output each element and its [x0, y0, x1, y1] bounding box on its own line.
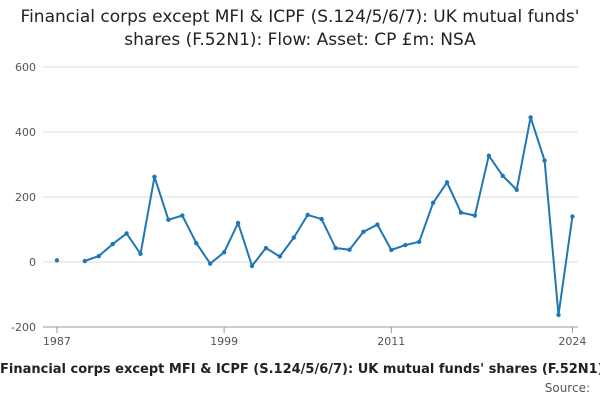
data-point-2001 — [249, 263, 255, 269]
grid-lines — [43, 66, 578, 328]
data-point-1987 — [54, 258, 60, 263]
data-point-1989 — [82, 258, 87, 264]
x-axis: 1987 1999 2011 2024 — [43, 326, 586, 348]
data-point-2007 — [333, 245, 338, 251]
y-tick-label--200: -200 — [11, 321, 36, 334]
data-point-2024 — [570, 214, 575, 219]
data-point-2016 — [458, 210, 464, 215]
x-tick-label-1999: 1999 — [210, 335, 238, 348]
y-tick-label-200: 200 — [15, 191, 36, 204]
data-point-1994 — [152, 174, 157, 180]
data-point-2009 — [361, 229, 366, 234]
data-point-2012 — [403, 242, 408, 248]
data-point-1993 — [138, 251, 143, 257]
data-point-2003 — [277, 254, 283, 259]
data-point-2005 — [305, 212, 310, 218]
data-point-1997 — [194, 240, 199, 246]
data-point-2011 — [389, 247, 394, 253]
data-point-2019 — [500, 173, 505, 179]
y-tick-label-400: 400 — [15, 126, 36, 139]
data-point-2021 — [528, 115, 533, 120]
chart-title: Financial corps except MFI & ICPF (S.124… — [20, 7, 580, 50]
data-point-1998 — [207, 261, 213, 266]
y-tick-label-0: 0 — [29, 256, 36, 269]
data-point-2017 — [472, 213, 478, 218]
data-point-1999 — [221, 250, 227, 255]
data-point-1995 — [166, 217, 171, 222]
data-point-2018 — [486, 153, 492, 158]
data-point-2023 — [556, 312, 561, 318]
data-point-2006 — [319, 216, 324, 222]
data-point-2014 — [430, 200, 436, 206]
data-point-2010 — [375, 222, 380, 227]
footer-source: Source: — [544, 381, 590, 395]
data-point-2008 — [347, 247, 352, 252]
series-line-segment-1 — [84, 116, 574, 316]
data-point-2022 — [542, 158, 547, 163]
data-point-2015 — [444, 180, 450, 185]
x-tick-label-2011: 2011 — [377, 335, 405, 348]
x-tick-label-1987: 1987 — [43, 335, 71, 348]
data-point-2000 — [235, 220, 241, 226]
footer-caption: Financial corps except MFI & ICPF (S.124… — [0, 362, 600, 377]
data-point-1991 — [110, 241, 115, 247]
data-point-1996 — [180, 213, 185, 218]
x-tick-label-2024: 2024 — [558, 335, 586, 348]
data-point-1990 — [96, 253, 101, 259]
y-tick-label-600: 600 — [15, 61, 36, 74]
y-axis-ticks: -200 0 200 400 600 — [11, 61, 36, 334]
data-point-2002 — [263, 245, 269, 251]
data-point-1992 — [124, 231, 129, 236]
series-layer — [54, 115, 575, 318]
data-point-2004 — [291, 235, 296, 240]
data-point-2020 — [514, 187, 519, 193]
data-point-2013 — [416, 239, 422, 245]
